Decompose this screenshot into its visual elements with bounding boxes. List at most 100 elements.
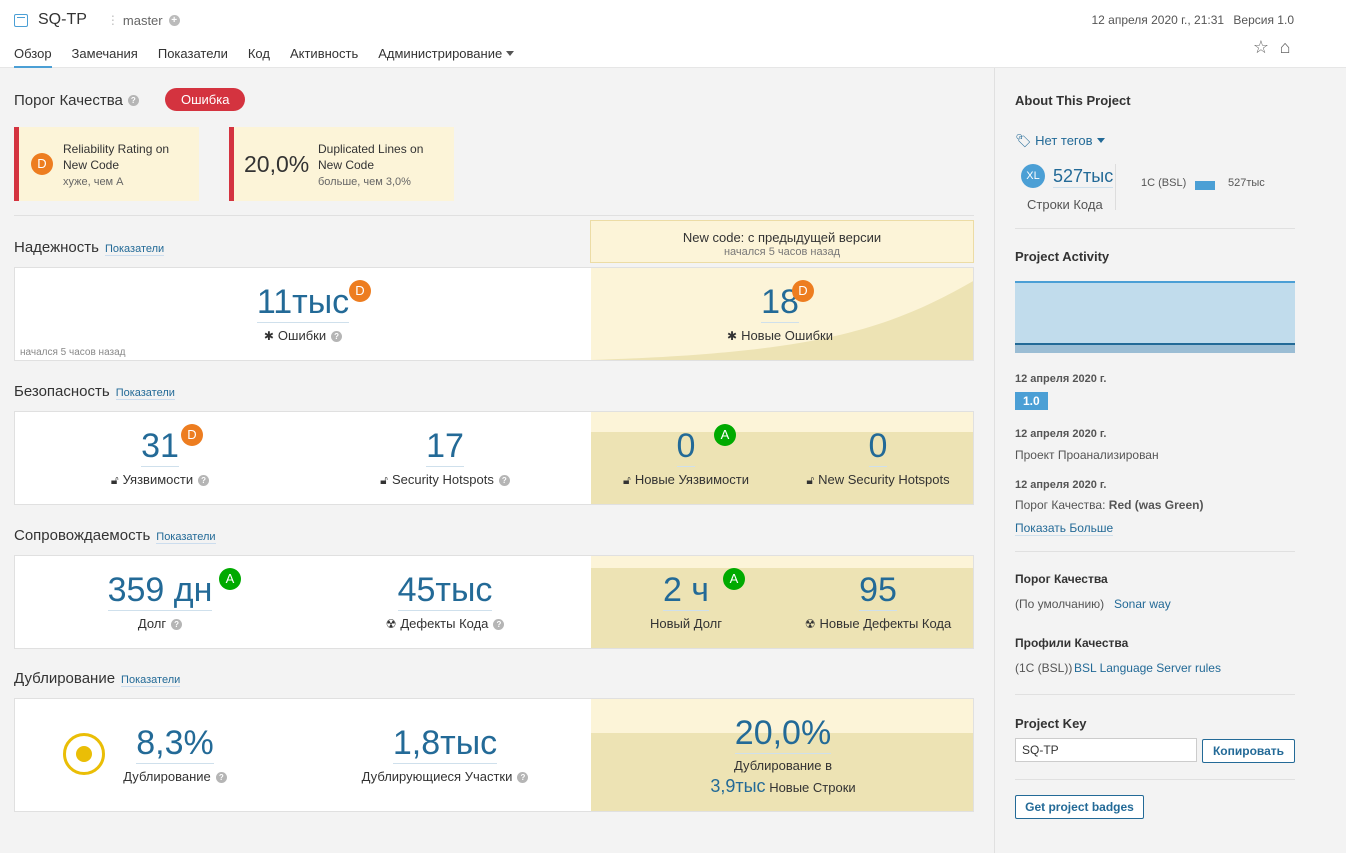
tags-selector[interactable]: 🏷︎ Нет тегов xyxy=(1015,133,1105,149)
event-date: 12 апреля 2020 г. xyxy=(1015,428,1107,440)
top-bar: SQ-TP ⋮ master + 12 апреля 2020 г., 21:3… xyxy=(0,0,1346,68)
help-icon[interactable]: ? xyxy=(215,772,227,783)
new-vulnerabilities-rating-badge[interactable]: A xyxy=(714,424,736,446)
tab-activity[interactable]: Активность xyxy=(289,46,359,61)
tab-overview[interactable]: Обзор xyxy=(14,46,52,68)
event-text: Проект Проанализирован xyxy=(1015,448,1159,462)
duplication-heading: Дублирование xyxy=(14,670,116,687)
bugs-label: ✱ Ошибки? xyxy=(243,328,363,343)
debt-value[interactable]: 359 дн xyxy=(107,571,213,611)
help-icon[interactable]: ? xyxy=(498,475,510,486)
duplication-label: Дублирование? xyxy=(110,769,240,784)
tab-administration[interactable]: Администрирование xyxy=(378,46,515,68)
new-code-band xyxy=(591,412,973,432)
new-lines-value[interactable]: 3,9тыс xyxy=(710,776,766,796)
lock-icon: 🔓︎ xyxy=(380,473,388,487)
duplicated-blocks-label-text: Дублирующиеся Участки xyxy=(361,769,513,784)
new-code-period-header: New code: с предыдущей версии начался 5 … xyxy=(590,220,974,263)
new-debt-rating-badge[interactable]: A xyxy=(723,568,745,590)
event-text-bold: Red (was Green) xyxy=(1108,498,1204,512)
new-hotspots-measure: 0 🔓︎ New Security Hotspots xyxy=(793,426,963,488)
new-debt-value[interactable]: 2 ч xyxy=(662,571,710,611)
security-metrics-link[interactable]: Показатели xyxy=(115,387,175,400)
new-code-area xyxy=(591,556,973,648)
help-icon[interactable]: ? xyxy=(493,619,505,630)
bugs-measure: 11тыс D ✱ Ошибки? xyxy=(243,280,371,343)
tab-measures[interactable]: Показатели xyxy=(157,46,228,61)
help-icon[interactable]: ? xyxy=(517,772,529,783)
project-name[interactable]: SQ-TP xyxy=(38,11,87,28)
new-code-band xyxy=(591,556,973,568)
project-sidebar: About This Project 🏷︎ Нет тегов XL 527ты… xyxy=(994,68,1346,853)
bugs-value[interactable]: 11тыс xyxy=(256,283,350,323)
vulnerabilities-rating-badge[interactable]: D xyxy=(181,424,203,446)
code-smells-value[interactable]: 45тыс xyxy=(397,571,493,611)
new-code-smells-value[interactable]: 95 xyxy=(859,571,897,611)
show-more-link[interactable]: Показать Больше xyxy=(1015,521,1114,536)
new-vulnerabilities-value[interactable]: 0 xyxy=(676,427,696,467)
security-heading: Безопасность xyxy=(14,383,110,400)
event-text-label: Порог Качества: xyxy=(1015,498,1106,512)
favorite-star-icon[interactable]: ☆ xyxy=(1252,37,1270,57)
copy-button[interactable]: Копировать xyxy=(1202,739,1295,763)
condition-label: Duplicated Lines on New Code xyxy=(318,142,424,172)
new-vulnerabilities-measure: 0 A 🔓︎ Новые Уязвимости xyxy=(601,424,771,488)
project-icon xyxy=(14,13,28,27)
vulnerabilities-value[interactable]: 31 xyxy=(141,427,179,467)
project-key-field[interactable]: SQ-TP xyxy=(1015,738,1197,762)
hotspots-value[interactable]: 17 xyxy=(426,427,464,467)
new-code-area xyxy=(591,699,973,811)
add-branch-icon[interactable]: + xyxy=(168,14,180,26)
help-icon[interactable]: ? xyxy=(198,475,210,486)
tab-issues[interactable]: Замечания xyxy=(71,46,138,61)
duplication-metrics-link[interactable]: Показатели xyxy=(121,674,181,687)
analysis-date: 12 апреля 2020 г., 21:31 xyxy=(1091,13,1225,27)
vulnerabilities-label-text: Уязвимости xyxy=(122,472,194,487)
failed-condition-reliability[interactable]: D Reliability Rating on New Code хуже, ч… xyxy=(14,127,199,201)
vulnerabilities-measure: 31 D 🔓︎ Уязвимости? xyxy=(95,424,225,488)
duplicated-blocks-value[interactable]: 1,8тыс xyxy=(392,724,498,764)
language-loc: 527тыс xyxy=(1228,177,1265,189)
new-code-title: New code: с предыдущей версии xyxy=(682,230,882,245)
new-duplication-value[interactable]: 20,0% xyxy=(734,714,832,754)
help-icon[interactable]: ? xyxy=(127,95,139,106)
tab-code[interactable]: Код xyxy=(247,46,270,61)
lock-icon: 🔓︎ xyxy=(623,473,631,487)
project-badges-button[interactable]: Get project badges xyxy=(1015,795,1144,819)
condition-detail: больше, чем 3,0% xyxy=(318,176,411,188)
new-hotspots-label: 🔓︎ New Security Hotspots xyxy=(793,472,963,488)
new-bugs-label: ✱ Новые Ошибки xyxy=(715,328,845,343)
help-icon[interactable]: ? xyxy=(171,619,183,630)
divider xyxy=(1115,164,1116,210)
new-hotspots-value[interactable]: 0 xyxy=(868,427,888,467)
tag-icon: 🏷︎ xyxy=(1015,133,1032,148)
bugs-rating-badge[interactable]: D xyxy=(349,280,371,302)
version-badge: 1.0 xyxy=(1015,392,1048,410)
failed-condition-duplication[interactable]: 20,0% Duplicated Lines on New Code больш… xyxy=(229,127,454,201)
home-icon[interactable]: ⌂ xyxy=(1279,37,1291,57)
duplicated-blocks-measure: 1,8тыс Дублирующиеся Участки? xyxy=(355,723,535,784)
new-vulnerabilities-label-text: Новые Уязвимости xyxy=(634,472,749,487)
divider xyxy=(1015,779,1295,780)
maintainability-title: Сопровождаемость Показатели xyxy=(14,527,216,544)
lines-of-code-label: Строки Кода xyxy=(1027,197,1103,212)
help-icon[interactable]: ? xyxy=(331,331,343,342)
duplication-label-text: Дублирование xyxy=(123,769,211,784)
quality-gate-default: (По умолчанию) xyxy=(1015,597,1105,611)
lines-of-code-value[interactable]: 527тыс xyxy=(1053,166,1114,188)
activity-graph[interactable] xyxy=(1015,281,1295,353)
debt-rating-badge[interactable]: A xyxy=(219,568,241,590)
branch-name[interactable]: master xyxy=(122,12,163,28)
quality-profile-link[interactable]: BSL Language Server rules xyxy=(1074,661,1221,675)
duplication-value[interactable]: 8,3% xyxy=(136,724,214,764)
reliability-metrics-link[interactable]: Показатели xyxy=(104,243,165,256)
quality-gate-link[interactable]: Sonar way xyxy=(1114,597,1171,611)
new-debt-label: Новый Долг xyxy=(650,616,722,631)
maintainability-box: 359 дн A Долг? 45тыс ☢ Дефекты Кода? 2 ч … xyxy=(14,555,974,649)
quality-profiles-title: Профили Качества xyxy=(1015,636,1129,650)
duplicated-blocks-label: Дублирующиеся Участки? xyxy=(355,769,535,784)
duplication-measure: 8,3% Дублирование? xyxy=(110,723,240,784)
new-bugs-rating-badge[interactable]: D xyxy=(792,280,814,302)
code-smells-measure: 45тыс ☢ Дефекты Кода? xyxy=(365,570,525,631)
maintainability-metrics-link[interactable]: Показатели xyxy=(156,531,216,544)
